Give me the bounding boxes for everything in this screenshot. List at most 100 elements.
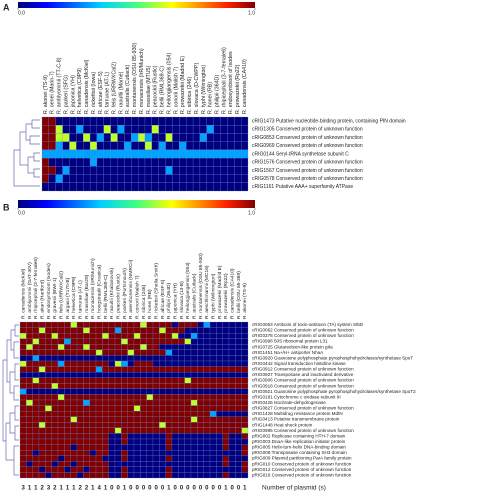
plasmid-count: 3 [47, 486, 51, 492]
heatmap-cell [228, 472, 236, 479]
heatmap-cell [171, 355, 179, 362]
heatmap-cell [26, 327, 33, 334]
heatmap-cell [76, 133, 84, 142]
heatmap-cell [179, 116, 187, 126]
heatmap-cell [131, 166, 139, 175]
heatmap-cell [45, 411, 52, 417]
heatmap-cell [108, 461, 116, 467]
heatmap-cell [108, 455, 116, 462]
plasmid-count: 1 [167, 486, 171, 492]
heatmap-cell [64, 327, 71, 334]
heatmap-cell [197, 366, 204, 373]
plasmid-count: 2 [78, 486, 82, 492]
heatmap-cell [228, 366, 236, 373]
heatmap-cell [41, 174, 49, 183]
heatmap-cell [83, 321, 90, 328]
column-label: R. australis (Cutlack) [191, 273, 197, 319]
heatmap-cell [203, 427, 211, 434]
heatmap-cell [209, 321, 217, 328]
heatmap-cell [102, 321, 109, 328]
heatmap-cell [41, 125, 49, 134]
heatmap-cell [216, 360, 223, 367]
heatmap-cell [57, 472, 65, 479]
heatmap-cell [121, 349, 128, 356]
heatmap-cell [197, 327, 204, 334]
heatmap-cell [38, 438, 46, 445]
heatmap-cell [62, 116, 70, 126]
heatmap-cell [220, 157, 228, 167]
heatmap-cell [165, 466, 173, 473]
heatmap-cell [51, 405, 59, 412]
heatmap-cell [51, 427, 59, 434]
heatmap-cell [102, 399, 109, 406]
heatmap-cell [222, 360, 230, 367]
heatmap-cell [228, 383, 236, 389]
heatmap-cell [203, 438, 211, 445]
heatmap-cell [197, 377, 204, 384]
heatmap-cell [171, 472, 179, 479]
heatmap-cell [89, 394, 97, 401]
heatmap-cell [235, 438, 242, 445]
heatmap-cell [32, 388, 40, 395]
plasmid-count: 0 [161, 486, 165, 492]
heatmap-cell [102, 405, 109, 412]
heatmap-cell [19, 344, 27, 350]
heatmap-cell [48, 116, 56, 126]
heatmap-cell [32, 321, 40, 328]
heatmap-cell [234, 116, 242, 126]
heatmap-cell [114, 416, 122, 423]
heatmap-cell [140, 461, 147, 467]
heatmap-cell [64, 377, 71, 384]
heatmap-cell [70, 450, 78, 456]
heatmap-cell [190, 455, 198, 462]
heatmap-cell [190, 355, 198, 362]
heatmap-cell [62, 157, 70, 167]
heatmap-cell [197, 455, 204, 462]
heatmap-cell [83, 377, 90, 384]
heatmap-cell [131, 174, 139, 183]
heatmap-cell [19, 405, 27, 412]
heatmap-cell [70, 377, 78, 384]
heatmap-cell [89, 355, 97, 362]
heatmap-cell [146, 466, 154, 473]
heatmap-cell [103, 182, 111, 192]
heatmap-cell [117, 133, 125, 142]
heatmap-cell [152, 377, 160, 384]
heatmap-cell [213, 116, 221, 126]
heatmap-cell [159, 360, 166, 367]
heatmap-cell [70, 394, 78, 401]
heatmap-cell [190, 394, 198, 401]
heatmap-cell [127, 399, 135, 406]
heatmap-cell [216, 472, 223, 479]
heatmap-cell [95, 360, 103, 367]
heatmap-cell [64, 416, 71, 423]
heatmap-cell [103, 125, 111, 134]
colorbar-tick-label: 0.0 [18, 10, 25, 16]
heatmap-cell [110, 125, 118, 134]
heatmap-cell [190, 377, 198, 384]
heatmap-cell [197, 344, 204, 350]
heatmap-cell [197, 466, 204, 473]
heatmap-cell [206, 149, 214, 159]
heatmap-cell [241, 455, 249, 462]
heatmap-cell [70, 444, 78, 451]
plasmid-count: 0 [148, 486, 152, 492]
heatmap-cell [216, 461, 223, 467]
heatmap-cell [19, 472, 27, 479]
heatmap-cell [19, 466, 27, 473]
row-label: pRIG012 Conserved protein of unknown fun… [252, 467, 352, 472]
heatmap-cell [209, 416, 217, 423]
heatmap-cell [110, 141, 118, 151]
heatmap-cell [146, 433, 154, 440]
heatmap-cell [228, 444, 236, 451]
heatmap-cell [241, 461, 249, 467]
heatmap-cell [138, 174, 146, 183]
heatmap-cell [38, 366, 46, 373]
heatmap-cell [165, 360, 173, 367]
heatmap-cell [178, 344, 185, 350]
heatmap-cell [133, 427, 141, 434]
heatmap-cell [190, 438, 198, 445]
heatmap-cell [222, 321, 230, 328]
heatmap-cell [114, 466, 122, 473]
heatmap-cell [45, 327, 52, 334]
